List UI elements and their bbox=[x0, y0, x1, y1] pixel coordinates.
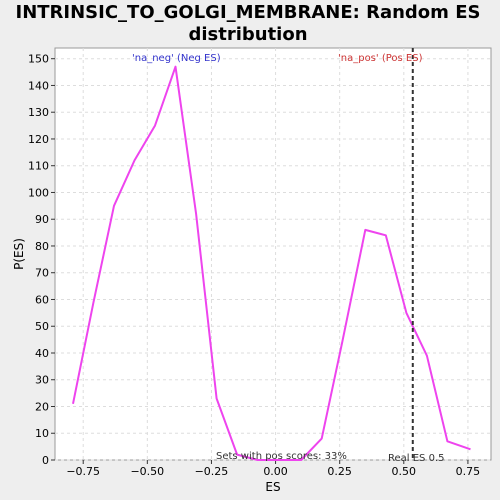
x-tick-label: −0.75 bbox=[66, 465, 100, 478]
y-tick-label: 30 bbox=[35, 374, 49, 387]
y-axis-label: P(ES) bbox=[12, 238, 26, 270]
y-tick-label: 110 bbox=[28, 160, 49, 173]
y-tick-label: 120 bbox=[28, 133, 49, 146]
y-tick-label: 100 bbox=[28, 186, 49, 199]
series-layer bbox=[72, 65, 471, 461]
y-tick-label: 90 bbox=[35, 213, 49, 226]
x-tick-label: 0.75 bbox=[456, 465, 481, 478]
y-tick-label: 70 bbox=[35, 267, 49, 280]
y-tick-label: 10 bbox=[35, 427, 49, 440]
series-line bbox=[72, 65, 471, 461]
x-tick-label: −0.25 bbox=[195, 465, 229, 478]
y-tick-label: 130 bbox=[28, 106, 49, 119]
y-tick-label: 140 bbox=[28, 79, 49, 92]
axis-ticks: 0 10 20 30 40 50 60 70 80 90 100 110 120 130 140 150 −0.… bbox=[28, 53, 480, 478]
y-tick-label: 40 bbox=[35, 347, 49, 360]
x-tick-label: 0.00 bbox=[263, 465, 288, 478]
x-axis-label: ES bbox=[265, 480, 280, 494]
grid bbox=[55, 48, 491, 461]
chart-title-line-1: INTRINSIC_TO_GOLGI_MEMBRANE: Random ES bbox=[16, 2, 481, 23]
pos-scores-annotation: Sets with pos scores: 33% bbox=[216, 451, 347, 462]
x-tick-label: 0.50 bbox=[392, 465, 417, 478]
y-tick-label: 0 bbox=[42, 454, 49, 467]
x-tick-label: −0.50 bbox=[130, 465, 164, 478]
neg-es-annotation: 'na_neg' (Neg ES) bbox=[132, 53, 221, 64]
y-tick-label: 80 bbox=[35, 240, 49, 253]
y-tick-label: 60 bbox=[35, 293, 49, 306]
pos-es-annotation: 'na_pos' (Pos ES) bbox=[338, 53, 423, 64]
y-tick-label: 150 bbox=[28, 53, 49, 66]
y-tick-label: 20 bbox=[35, 400, 49, 413]
y-tick-label: 50 bbox=[35, 320, 49, 333]
plot-area bbox=[54, 47, 492, 461]
chart-title-line-2: distribution bbox=[188, 24, 307, 45]
x-tick-label: 0.25 bbox=[327, 465, 352, 478]
real-es-label: Real ES 0.5 bbox=[388, 453, 444, 464]
